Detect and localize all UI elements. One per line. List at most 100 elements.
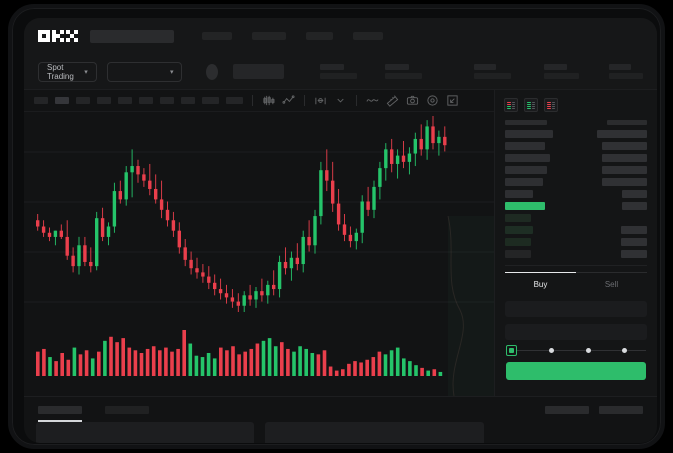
ticker-stat-2: [385, 64, 422, 79]
timeframe-2[interactable]: [55, 97, 69, 104]
app-screen: Spot Trading ▾ ▾: [24, 18, 657, 443]
order-book-amount: [622, 190, 647, 198]
ticker-stat-4: [544, 64, 579, 79]
ticker-bar: Spot Trading ▾ ▾: [24, 54, 657, 90]
order-book-row[interactable]: [505, 202, 647, 210]
order-book-amount: [602, 166, 647, 174]
tab-sell[interactable]: Sell: [604, 280, 619, 289]
slider-track: [506, 345, 646, 356]
main-content: Buy Sell: [24, 90, 657, 396]
timeframe-9[interactable]: [202, 97, 219, 104]
ticker-stat-3: [474, 64, 511, 79]
order-book-amount: [621, 226, 647, 234]
order-book-price: [505, 190, 533, 198]
price-input[interactable]: [505, 301, 647, 317]
order-book-row[interactable]: [505, 190, 647, 198]
line-chart-icon[interactable]: [282, 94, 295, 107]
order-book-amount: [621, 250, 647, 258]
slider-stop-50[interactable]: [585, 348, 591, 353]
order-book-row[interactable]: [505, 178, 647, 186]
candlestick-chart[interactable]: [24, 112, 494, 396]
timeframe-4[interactable]: [97, 97, 111, 104]
amount-input[interactable]: [505, 324, 647, 340]
order-book-price: [505, 178, 543, 186]
chevron-down-icon: ▾: [169, 68, 174, 76]
bottom-panel-1: [36, 422, 254, 443]
order-book-row[interactable]: [505, 166, 647, 174]
ticker-stat-5: [609, 64, 643, 79]
timeframe-6[interactable]: [139, 97, 153, 104]
view-mode-both-sides[interactable]: [504, 98, 518, 112]
timeframe-3[interactable]: [76, 97, 90, 104]
timeframe-1[interactable]: [34, 97, 48, 104]
stat-value: [609, 73, 643, 79]
order-book-row[interactable]: [505, 226, 647, 234]
order-book-row[interactable]: [505, 250, 647, 258]
okx-logo-icon[interactable]: [38, 30, 78, 42]
bottom-action-1[interactable]: [545, 405, 589, 414]
fullscreen-icon[interactable]: [446, 94, 459, 107]
settings-icon[interactable]: [426, 94, 439, 107]
bottom-tab-bar: [24, 396, 657, 422]
order-book-amount: [602, 142, 647, 150]
order-book-row[interactable]: [505, 154, 647, 162]
order-book-price: [505, 154, 550, 162]
trading-pair-select[interactable]: ▾: [106, 61, 182, 82]
ruler-icon[interactable]: [386, 94, 399, 107]
order-book-price: [505, 166, 547, 174]
stat-label: [609, 64, 631, 70]
dropdown-icon[interactable]: [334, 94, 347, 107]
order-book-price: [505, 142, 545, 150]
camera-icon[interactable]: [406, 94, 419, 107]
nav-item-1[interactable]: [202, 32, 232, 40]
order-book-current-price: [505, 202, 545, 210]
column-header-amount: [607, 120, 647, 125]
order-book-view-modes: [495, 90, 657, 118]
column-header-price: [505, 120, 547, 125]
stat-value: [544, 73, 579, 79]
candlestick-chart-icon[interactable]: [262, 94, 275, 107]
view-mode-bids-only[interactable]: [524, 98, 538, 112]
slider-stop-75[interactable]: [622, 348, 628, 353]
order-book-panel: Buy Sell: [494, 90, 657, 396]
slider-handle[interactable]: [506, 345, 517, 356]
order-book-amount: [622, 202, 647, 210]
timeframe-5[interactable]: [118, 97, 132, 104]
toolbar-divider: [252, 95, 253, 106]
order-book-amount: [602, 154, 647, 162]
search-input[interactable]: [90, 29, 174, 43]
wave-icon[interactable]: [366, 94, 379, 107]
nav-item-3[interactable]: [306, 32, 333, 40]
order-book-price: [505, 226, 533, 234]
stat-label: [320, 64, 344, 70]
nav-item-2[interactable]: [252, 32, 286, 40]
ticker-stat-1: [320, 64, 357, 79]
timeframe-10[interactable]: [226, 97, 243, 104]
bottom-action-2[interactable]: [599, 405, 643, 414]
header-nav: [202, 32, 383, 40]
order-book-price: [505, 130, 553, 138]
stat-label: [544, 64, 567, 70]
bottom-tab-open-orders[interactable]: [38, 405, 82, 422]
amount-slider[interactable]: [495, 340, 657, 356]
market-type-select[interactable]: Spot Trading ▾: [38, 61, 97, 82]
timeframe-7[interactable]: [160, 97, 174, 104]
coin-avatar-icon: [205, 63, 218, 80]
tab-buy[interactable]: Buy: [505, 272, 576, 295]
bottom-tab-order-history[interactable]: [105, 405, 149, 414]
order-book-price: [505, 238, 531, 246]
order-book-amount: [621, 238, 647, 246]
order-book-row[interactable]: [505, 130, 647, 138]
bottom-actions: [545, 405, 643, 414]
slider-stop-25[interactable]: [549, 348, 555, 353]
nav-item-4[interactable]: [353, 32, 383, 40]
stat-label: [385, 64, 409, 70]
submit-buy-button[interactable]: [506, 362, 646, 380]
order-book-row[interactable]: [505, 214, 647, 222]
view-mode-asks-only[interactable]: [544, 98, 558, 112]
timeframe-8[interactable]: [181, 97, 195, 104]
order-book-row[interactable]: [505, 142, 647, 150]
order-book-row[interactable]: [505, 238, 647, 246]
order-book-price: [505, 214, 531, 222]
indicator-icon[interactable]: [314, 94, 327, 107]
